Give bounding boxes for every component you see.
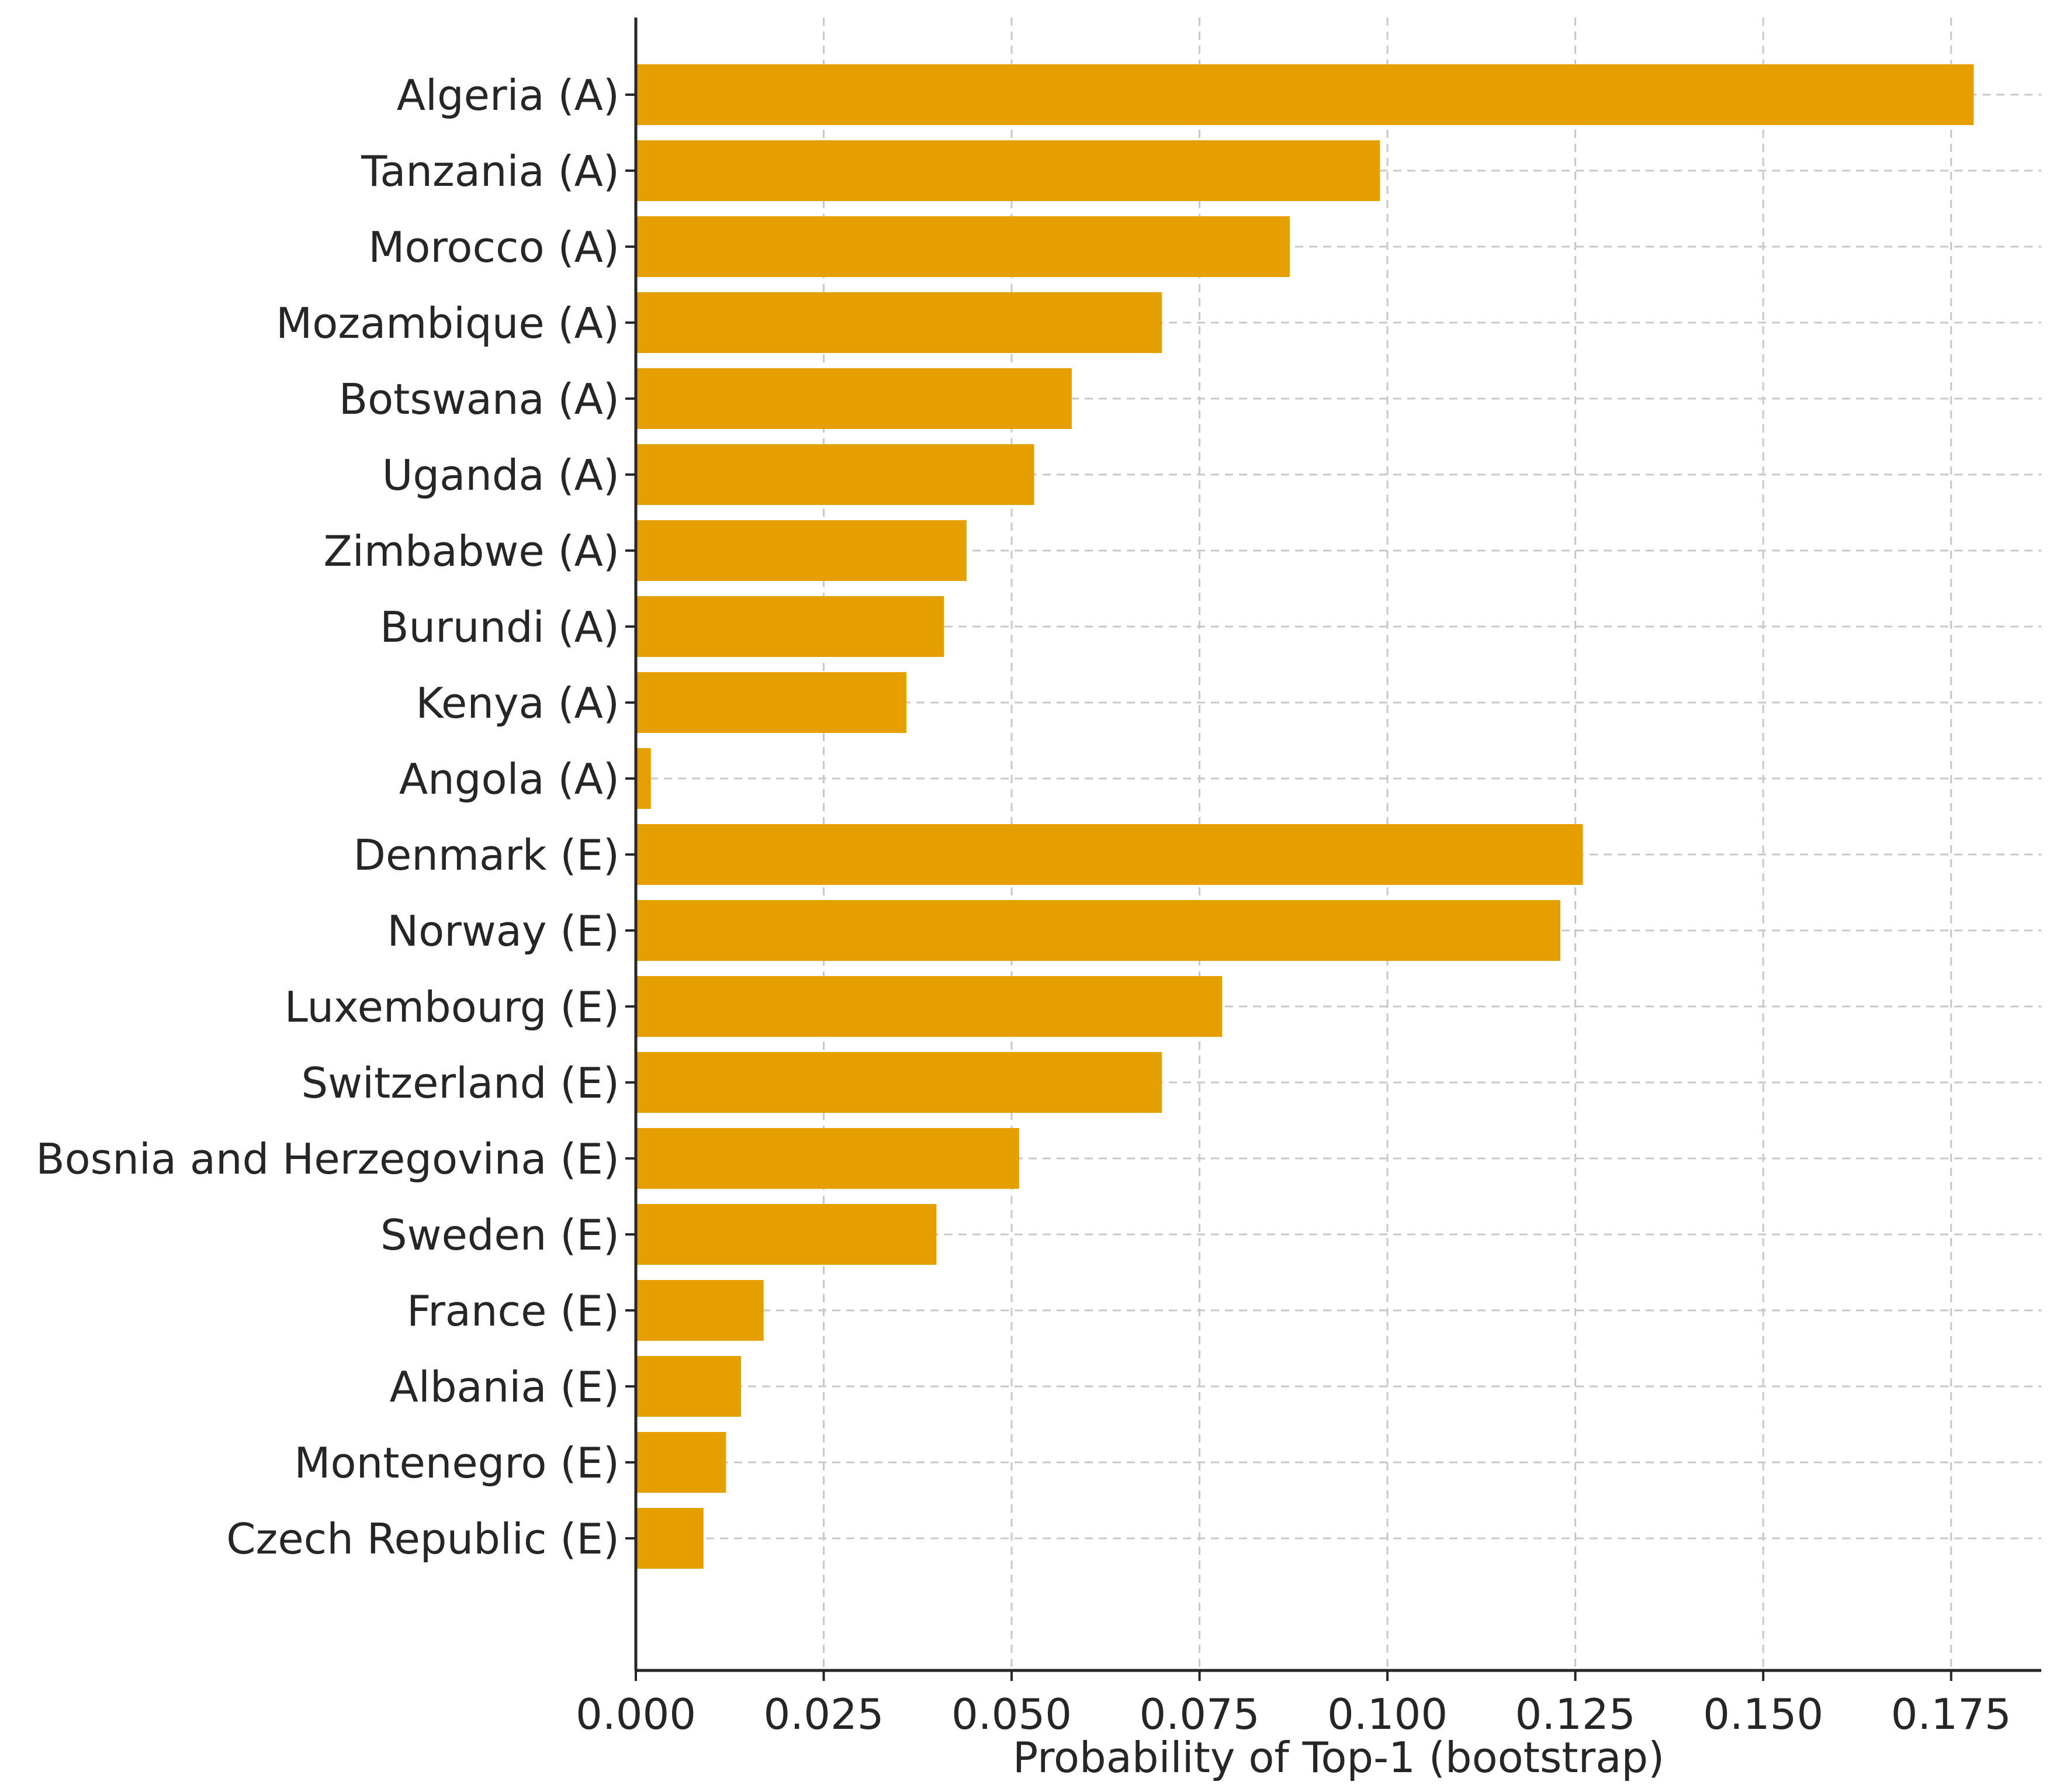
bar bbox=[636, 824, 1583, 885]
bar bbox=[636, 748, 651, 809]
y-tick-label: Botswana (A) bbox=[339, 375, 619, 424]
y-tick-label: Bosnia and Herzegovina (E) bbox=[36, 1134, 619, 1184]
y-tick-label: Burundi (A) bbox=[380, 603, 619, 652]
y-tick-label: Zimbabwe (A) bbox=[324, 527, 620, 576]
bar bbox=[636, 1432, 726, 1493]
y-tick-label: Albania (E) bbox=[390, 1362, 619, 1412]
bar bbox=[636, 1204, 937, 1265]
x-tick-label: 0.100 bbox=[1327, 1690, 1448, 1739]
y-tick-label: Sweden (E) bbox=[380, 1210, 619, 1260]
y-tick-label: Tanzania (A) bbox=[361, 147, 619, 196]
bar bbox=[636, 368, 1072, 429]
y-tick-label: Czech Republic (E) bbox=[226, 1514, 619, 1563]
bar bbox=[636, 444, 1034, 505]
y-tick-label: Denmark (E) bbox=[354, 831, 619, 880]
y-tick-label: Algeria (A) bbox=[397, 71, 619, 120]
y-tick-label: Norway (E) bbox=[387, 907, 619, 956]
bar bbox=[636, 1128, 1019, 1189]
bar bbox=[636, 976, 1223, 1037]
bar bbox=[636, 292, 1162, 353]
x-axis-ticks: 0.000 0.025 0.050 0.075 0.100 0.125 0.150 0.175 bbox=[576, 1670, 2012, 1739]
x-tick-label: 0.000 bbox=[576, 1690, 696, 1739]
y-axis-ticks: Algeria (A) Tanzania (A) Morocco (A) Mozamb… bbox=[36, 71, 636, 1563]
y-tick-label: Luxembourg (E) bbox=[285, 983, 619, 1032]
y-tick-label: Uganda (A) bbox=[382, 451, 619, 500]
x-axis-label: Probability of Top-1 (bootstrap) bbox=[1013, 1733, 1664, 1782]
bar bbox=[636, 672, 906, 733]
y-tick-label: Angola (A) bbox=[399, 755, 619, 804]
bar bbox=[636, 140, 1380, 201]
x-tick-label: 0.025 bbox=[763, 1690, 884, 1739]
x-tick-label: 0.175 bbox=[1891, 1690, 2012, 1739]
bar bbox=[636, 1508, 704, 1569]
x-tick-label: 0.125 bbox=[1515, 1690, 1636, 1739]
x-tick-label: 0.150 bbox=[1703, 1690, 1823, 1739]
bar bbox=[636, 216, 1290, 277]
y-tick-label: Switzerland (E) bbox=[301, 1058, 619, 1108]
x-tick-label: 0.075 bbox=[1140, 1690, 1260, 1739]
y-tick-label: Morocco (A) bbox=[368, 223, 619, 272]
y-tick-label: France (E) bbox=[407, 1286, 619, 1336]
bar bbox=[636, 1280, 764, 1341]
y-tick-label: Mozambique (A) bbox=[276, 299, 619, 348]
y-tick-label: Kenya (A) bbox=[416, 679, 619, 728]
bar bbox=[636, 520, 967, 581]
bars bbox=[636, 64, 1974, 1569]
bar bbox=[636, 64, 1974, 125]
bar bbox=[636, 596, 944, 657]
y-tick-label: Montenegro (E) bbox=[294, 1438, 619, 1487]
grid bbox=[636, 18, 2041, 1670]
bar bbox=[636, 1052, 1162, 1113]
bar bbox=[636, 900, 1560, 961]
x-tick-label: 0.050 bbox=[951, 1690, 1072, 1739]
bar bbox=[636, 1356, 742, 1417]
